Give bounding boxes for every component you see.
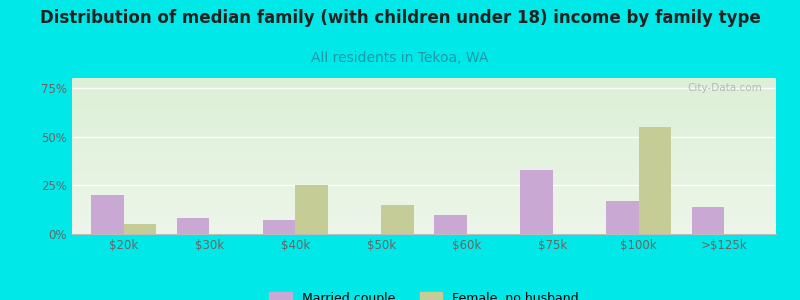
Text: City-Data.com: City-Data.com [687, 83, 762, 93]
Bar [520, 169, 553, 234]
Bar [606, 201, 638, 234]
Bar [692, 207, 725, 234]
Bar [177, 218, 210, 234]
Text: Distribution of median family (with children under 18) income by family type: Distribution of median family (with chil… [40, 9, 760, 27]
Bar [295, 185, 328, 234]
Bar [262, 220, 295, 234]
Bar [638, 127, 671, 234]
Bar [434, 214, 467, 234]
Bar [91, 195, 123, 234]
Bar [381, 205, 414, 234]
Text: All residents in Tekoa, WA: All residents in Tekoa, WA [311, 51, 489, 65]
Bar [123, 224, 156, 234]
Legend: Married couple, Female, no husband: Married couple, Female, no husband [264, 287, 584, 300]
